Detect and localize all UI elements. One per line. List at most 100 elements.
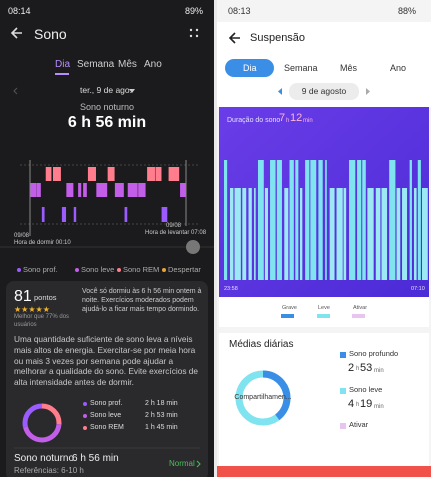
stage-segment (396, 188, 401, 280)
back-arrow[interactable] (10, 27, 22, 39)
stage-segment (96, 183, 108, 197)
stage-segment (61, 207, 67, 222)
average-minutes: 19 (360, 398, 373, 410)
tab[interactable]: Ano (144, 59, 162, 70)
stage-segment (224, 160, 228, 280)
status-battery: 89% (185, 6, 204, 16)
tab[interactable]: Dia (55, 59, 71, 70)
legend-swatch (340, 423, 346, 429)
breakdown-label: Sono leve (90, 412, 122, 419)
advice-text: Uma quantidade suficiente de sono leva a… (14, 334, 199, 388)
score-comparison: Melhor que 77% dos usuários (14, 314, 70, 328)
tab[interactable]: Semana (77, 59, 115, 70)
legend-label: Grave (282, 305, 297, 311)
breakdown-label: Sono REM (90, 424, 124, 431)
stage-segment (422, 188, 428, 280)
stage-segment (318, 160, 323, 280)
tab[interactable]: Ano (390, 63, 407, 73)
legend-swatch (352, 314, 365, 318)
stage-segment (248, 188, 252, 280)
duration-label: Duração do sono (227, 117, 281, 124)
average-unit: h (356, 366, 360, 372)
stage-segment (362, 160, 366, 280)
back-arrow[interactable] (228, 32, 240, 44)
stage-segment (289, 160, 294, 280)
stage-segment (295, 160, 299, 280)
summary-value: 6 h 56 min (67, 114, 147, 131)
stage-segment (325, 160, 327, 280)
breakdown-value: 1 h 45 min (145, 424, 178, 431)
status-battery: 88% (398, 6, 417, 16)
stars: ★★★★★ (14, 305, 50, 314)
axis-end: 07:10 (411, 286, 425, 292)
total-status[interactable]: Normal (169, 459, 195, 468)
status-time: 08:13 (228, 6, 251, 16)
stage-segment (270, 160, 276, 280)
stage-segment (155, 167, 162, 181)
stage-segment (254, 188, 256, 280)
stage-segment (336, 188, 343, 280)
score-unit: pontos (34, 293, 57, 302)
stage-segment (52, 167, 61, 181)
donut (22, 403, 62, 443)
tab[interactable]: Mês (118, 59, 137, 70)
score-comment: Você só dormiu às 6 h 56 min ontem à noi… (82, 288, 202, 314)
svg-text:★★★★★: ★★★★★ (14, 305, 50, 314)
tab[interactable]: Dia (243, 63, 257, 73)
stage-segment (161, 207, 168, 222)
donut-segment (235, 370, 291, 426)
stage-segment (402, 188, 408, 280)
next-day[interactable] (366, 88, 370, 95)
date-selector[interactable]: ter., 9 de ago. (80, 85, 132, 95)
stage-segment (349, 160, 356, 280)
stage-segment (78, 183, 82, 197)
legend-label: Sono leve (81, 265, 115, 274)
breakdown-value: 2 h 53 min (145, 412, 178, 419)
average-label: Ativar (349, 420, 369, 429)
stage-segment (413, 188, 417, 280)
breakdown-dot (83, 402, 87, 406)
stage-segment (357, 160, 362, 280)
legend-dot (117, 268, 121, 272)
chevron[interactable] (196, 460, 201, 468)
prev-day[interactable] (278, 88, 282, 95)
average-unit: min (374, 368, 384, 374)
average-hours: 4 (348, 398, 355, 410)
stage-segment (389, 160, 396, 280)
stage-segment (147, 167, 155, 181)
stage-segment (284, 188, 289, 280)
stage-segment (367, 188, 374, 280)
slider-knob[interactable] (186, 240, 200, 254)
tab[interactable]: Mês (340, 63, 358, 73)
stage-segment (124, 207, 128, 222)
prev-day[interactable] (13, 87, 18, 95)
stage-segment (409, 160, 412, 280)
summary-label: Sono noturno (79, 102, 135, 112)
stage-segment (66, 183, 74, 197)
sleep-stage-chart (224, 160, 428, 280)
stage-segment (264, 188, 268, 280)
stage-segment (87, 167, 96, 181)
status-time: 08:14 (8, 6, 31, 16)
legend-dot (17, 268, 21, 272)
date-dropdown[interactable] (129, 89, 135, 93)
wake-date: 09/08 (166, 223, 182, 229)
pane-separator (214, 0, 217, 477)
stage-segment (168, 167, 180, 181)
legend-label: Sono REM (123, 265, 160, 274)
menu-dots[interactable] (189, 28, 199, 38)
legend-bg (219, 297, 429, 327)
stage-segment (276, 160, 282, 280)
tab-pill (225, 59, 274, 77)
date-selector[interactable]: 9 de agosto (301, 86, 347, 96)
legend-swatch (281, 314, 294, 318)
legend-dot (75, 268, 79, 272)
wake-label: Hora de levantar 07:08 (145, 230, 207, 236)
tab[interactable]: Semana (284, 63, 318, 73)
stage-segment (310, 160, 317, 280)
screen-title: Sono (34, 26, 67, 42)
stage-segment (417, 160, 421, 280)
average-label: Sono leve (349, 385, 383, 394)
